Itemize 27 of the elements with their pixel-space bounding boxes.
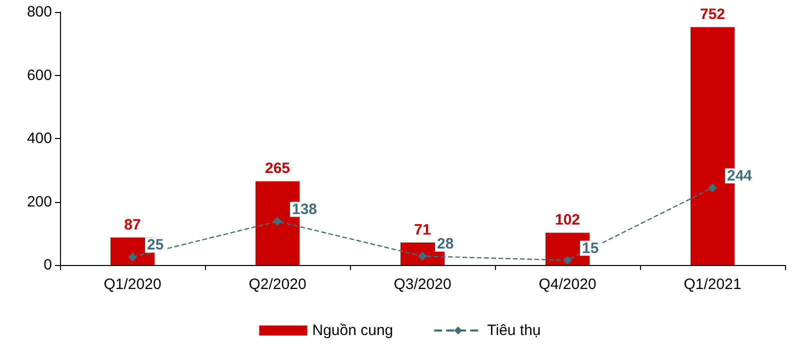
point [708,183,717,192]
data-label: 87 [124,216,141,234]
legend-label: Tiêu thụ [487,322,541,339]
y-tick-label: 600 [26,66,52,84]
point [128,252,137,262]
x-tick-label: Q1/2020 [104,276,162,293]
x-tick-label: Q3/2020 [394,276,452,293]
data-label: 244 [727,167,753,184]
legend-label: Nguồn cung [312,322,394,339]
x-tick-label: Q4/2020 [538,276,596,293]
data-label: 25 [147,236,164,254]
y-tick-label: 0 [44,256,52,274]
y-tick-label: 200 [26,193,52,210]
y-tick-label: 400 [26,130,52,147]
data-label: 138 [292,200,318,218]
y-tick-label: 800 [26,4,52,20]
data-label: 71 [414,222,431,239]
data-label: 265 [264,160,290,178]
data-label: 15 [582,240,599,257]
point [418,252,427,261]
data-label: 102 [554,212,580,229]
data-label: 28 [437,236,454,253]
point [273,216,282,226]
data-label: 752 [700,6,726,24]
point [563,256,572,265]
x-tick-label: Q1/2021 [684,276,742,293]
x-tick-label: Q2/2020 [248,276,306,293]
